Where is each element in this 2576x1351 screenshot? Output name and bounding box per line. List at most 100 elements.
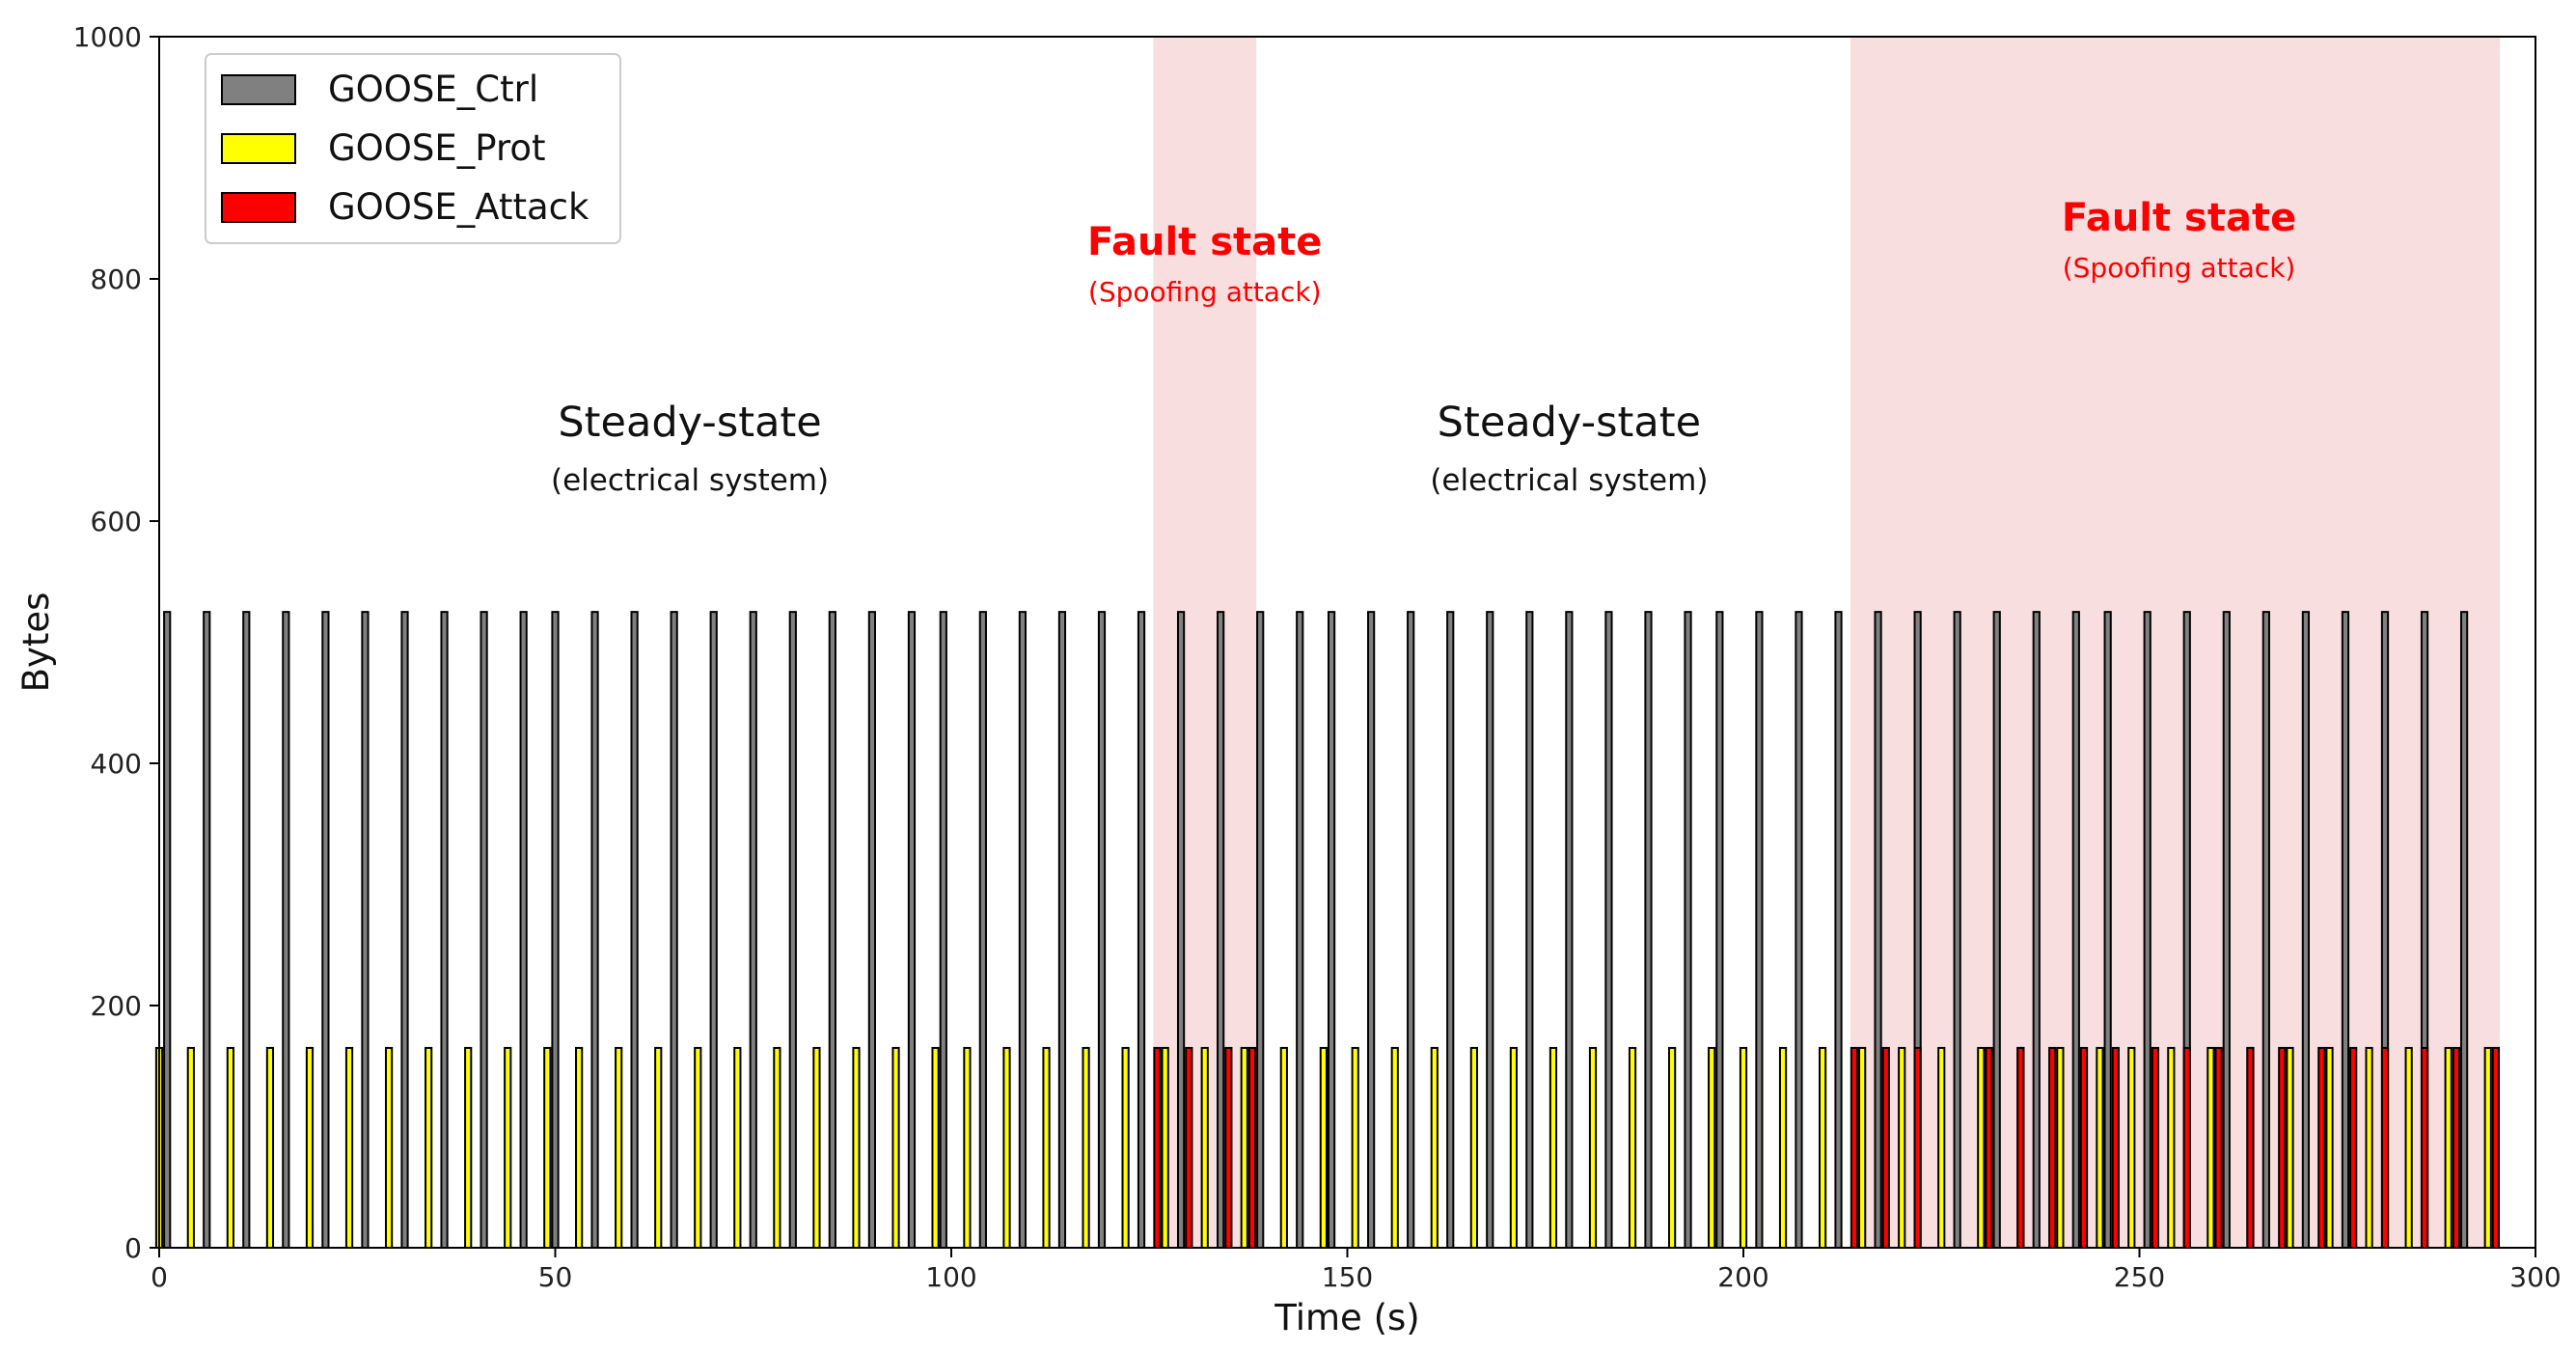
y-tick-label: 600: [91, 506, 142, 538]
y-tick-label: 800: [91, 263, 142, 295]
bar-goose-ctrl: [551, 611, 560, 1249]
bar-goose-prot: [1818, 1046, 1827, 1250]
bar-goose-attack: [1153, 1046, 1162, 1250]
steady-state-sublabel: (electrical system): [1430, 463, 1708, 498]
bar-goose-prot: [344, 1046, 354, 1250]
bar-goose-ctrl: [2032, 611, 2041, 1249]
bar-goose-ctrl: [1256, 611, 1265, 1249]
bar-goose-ctrl: [2261, 611, 2270, 1249]
bar-goose-ctrl: [519, 611, 528, 1249]
bar-goose-prot: [1279, 1046, 1288, 1250]
bar-goose-ctrl: [2460, 611, 2469, 1249]
bar-goose-ctrl: [1057, 611, 1067, 1249]
bar-goose-prot: [543, 1046, 552, 1250]
bar-goose-prot: [1430, 1046, 1439, 1250]
bar-goose-prot: [1548, 1046, 1558, 1250]
bar-goose-prot: [1390, 1046, 1399, 1250]
bar-goose-prot: [2404, 1046, 2413, 1250]
bar-goose-prot: [694, 1046, 702, 1250]
fault-state-sublabel: (Spoofing attack): [1088, 276, 1322, 308]
legend-label-goose-attack: GOOSE_Attack: [328, 186, 589, 228]
bar-goose-prot: [931, 1046, 940, 1250]
bar-goose-prot: [2167, 1046, 2176, 1250]
bar-goose-prot: [1082, 1046, 1090, 1250]
bar-goose-prot: [1628, 1046, 1637, 1250]
bar-goose-ctrl: [867, 611, 877, 1249]
bar-goose-ctrl: [1486, 611, 1494, 1249]
bar-goose-prot: [2483, 1046, 2492, 1250]
bar-goose-ctrl: [2341, 611, 2350, 1249]
bar-goose-prot: [654, 1046, 663, 1250]
bar-goose-ctrl: [939, 611, 947, 1249]
legend-swatch-goose-attack: [221, 192, 296, 223]
bar-goose-ctrl: [1217, 611, 1225, 1249]
bar-goose-ctrl: [321, 611, 330, 1249]
bar-goose-prot: [425, 1046, 433, 1250]
bar-goose-prot: [1240, 1046, 1248, 1250]
y-tick-label: 1000: [73, 21, 142, 53]
fault-region-1: [1153, 37, 1257, 1248]
y-tick-label: 400: [91, 748, 142, 780]
bar-goose-ctrl: [2222, 611, 2231, 1249]
bar-goose-prot: [733, 1046, 742, 1250]
bar-goose-prot: [1351, 1046, 1359, 1250]
bar-goose-ctrl: [440, 611, 449, 1249]
steady-state-sublabel: (electrical system): [551, 463, 829, 498]
bar-goose-prot: [1977, 1046, 1986, 1250]
bar-goose-attack: [2420, 1046, 2429, 1250]
bar-goose-ctrl: [2103, 611, 2112, 1249]
legend-swatch-goose-prot: [221, 133, 296, 164]
bar-goose-ctrl: [163, 611, 172, 1249]
fault-state-label: Fault state: [2062, 196, 2296, 240]
steady-state-label: Steady-state: [1438, 399, 1701, 447]
bar-goose-prot: [226, 1046, 234, 1250]
bar-goose-prot: [1898, 1046, 1906, 1250]
bar-goose-prot: [2127, 1046, 2136, 1250]
bar-goose-ctrl: [1367, 611, 1376, 1249]
bar-goose-prot: [2365, 1046, 2373, 1250]
bar-goose-attack: [2452, 1046, 2461, 1250]
x-tick-label: 300: [2509, 1261, 2561, 1293]
fault-state-label: Fault state: [1087, 220, 1322, 264]
bar-goose-prot: [1858, 1046, 1867, 1250]
bar-goose-ctrl: [1327, 611, 1336, 1249]
bar-goose-attack: [2016, 1046, 2025, 1250]
bar-goose-prot: [2325, 1046, 2334, 1250]
bar-goose-prot: [1937, 1046, 1946, 1250]
x-tick-label: 0: [151, 1261, 168, 1293]
x-axis-title: Time (s): [1274, 1297, 1419, 1338]
y-tick-label: 200: [91, 990, 142, 1022]
bar-goose-ctrl: [1565, 611, 1574, 1249]
bar-goose-prot: [1778, 1046, 1788, 1250]
legend-label-goose-prot: GOOSE_Prot: [328, 127, 546, 169]
bar-goose-ctrl: [2071, 611, 2080, 1249]
bar-goose-prot: [1469, 1046, 1478, 1250]
bar-goose-ctrl: [1953, 611, 1961, 1249]
bar-goose-attack: [2491, 1046, 2501, 1250]
legend-box: [205, 53, 621, 244]
bar-goose-ctrl: [203, 611, 211, 1249]
bar-goose-attack: [2317, 1046, 2326, 1250]
bar-goose-prot: [1002, 1046, 1011, 1250]
bar-goose-ctrl: [1834, 611, 1843, 1249]
x-tick-label: 250: [2114, 1261, 2165, 1293]
bar-goose-prot: [2286, 1046, 2294, 1250]
bar-goose-attack: [2048, 1046, 2057, 1250]
bar-goose-ctrl: [630, 611, 639, 1249]
bar-goose-ctrl: [709, 611, 718, 1249]
bar-goose-prot: [504, 1046, 512, 1250]
bar-goose-ctrl: [1644, 611, 1653, 1249]
bar-marks: [154, 611, 2501, 1250]
bar-goose-ctrl: [1795, 611, 1803, 1249]
bar-goose-prot: [1668, 1046, 1677, 1250]
steady-state-label: Steady-state: [558, 399, 821, 447]
bar-goose-attack: [2349, 1046, 2358, 1250]
bar-goose-ctrl: [788, 611, 797, 1249]
bar-goose-prot: [186, 1046, 195, 1250]
bar-goose-ctrl: [1018, 611, 1027, 1249]
bar-goose-ctrl: [1097, 611, 1107, 1249]
x-tick-label: 200: [1717, 1261, 1768, 1293]
bar-goose-attack: [2182, 1046, 2191, 1250]
bar-goose-prot: [1588, 1046, 1598, 1250]
